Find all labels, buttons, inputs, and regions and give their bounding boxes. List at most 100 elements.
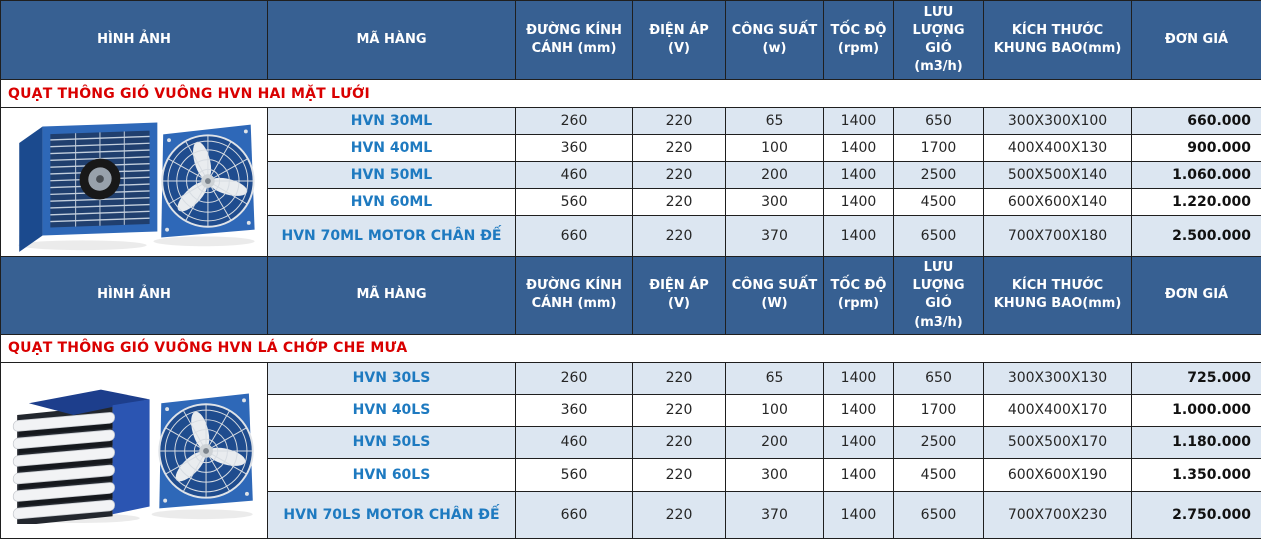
fan-rain-louver-image: [8, 376, 260, 524]
airflow-cell: 650: [894, 108, 984, 135]
header-cell-code: MÃ HÀNG: [268, 1, 516, 80]
power-cell: 100: [726, 394, 824, 426]
speed-cell: 1400: [824, 216, 894, 257]
airflow-cell: 650: [894, 362, 984, 394]
frame-size-cell: 600X600X190: [984, 458, 1132, 491]
product-row: HVN 30ML 260 220 65 1400 650 300X300X100…: [1, 108, 1261, 135]
diameter-cell: 560: [516, 189, 633, 216]
airflow-cell: 1700: [894, 135, 984, 162]
voltage-cell: 220: [633, 162, 726, 189]
product-code-cell: HVN 50ML: [268, 162, 516, 189]
header-cell-diameter: ĐƯỜNG KÍNH CÁNH (mm): [516, 1, 633, 80]
frame-size-cell: 600X600X140: [984, 189, 1132, 216]
voltage-cell: 220: [633, 108, 726, 135]
frame-size-cell: 700X700X180: [984, 216, 1132, 257]
diameter-cell: 460: [516, 426, 633, 458]
header-cell-frame: KÍCH THƯỚC KHUNG BAO(mm): [984, 257, 1132, 335]
section-title-row: QUẠT THÔNG GIÓ VUÔNG HVN HAI MẶT LƯỚI: [1, 80, 1261, 108]
header-cell-price: ĐƠN GIÁ: [1132, 257, 1261, 335]
voltage-cell: 220: [633, 458, 726, 491]
speed-cell: 1400: [824, 426, 894, 458]
header-cell-airflow: LƯU LƯỢNG GIÓ (m3/h): [894, 257, 984, 335]
header-cell-airflow: LƯU LƯỢNG GIÓ (m3/h): [894, 1, 984, 80]
frame-size-cell: 300X300X130: [984, 362, 1132, 394]
price-cell: 1.060.000: [1132, 162, 1261, 189]
airflow-cell: 1700: [894, 394, 984, 426]
airflow-cell: 4500: [894, 458, 984, 491]
header-cell-speed: TỐC ĐỘ (rpm): [824, 1, 894, 80]
section-title: QUẠT THÔNG GIÓ VUÔNG HVN LÁ CHỚP CHE MƯA: [1, 334, 1261, 362]
header-cell-power: CÔNG SUẤT (w): [726, 1, 824, 80]
voltage-cell: 220: [633, 362, 726, 394]
product-code-cell: HVN 70LS MOTOR CHÂN ĐẾ: [268, 491, 516, 538]
price-cell: 1.350.000: [1132, 458, 1261, 491]
frame-size-cell: 500X500X170: [984, 426, 1132, 458]
frame-size-cell: 300X300X100: [984, 108, 1132, 135]
airflow-cell: 2500: [894, 426, 984, 458]
speed-cell: 1400: [824, 162, 894, 189]
price-cell: 1.180.000: [1132, 426, 1261, 458]
voltage-cell: 220: [633, 394, 726, 426]
speed-cell: 1400: [824, 189, 894, 216]
voltage-cell: 220: [633, 426, 726, 458]
header-cell-voltage: ĐIỆN ÁP (V): [633, 257, 726, 335]
speed-cell: 1400: [824, 362, 894, 394]
product-code-cell: HVN 30LS: [268, 362, 516, 394]
header-cell-code: MÃ HÀNG: [268, 257, 516, 335]
table-header-row: HÌNH ẢNH MÃ HÀNG ĐƯỜNG KÍNH CÁNH (mm) ĐI…: [1, 257, 1261, 335]
airflow-cell: 2500: [894, 162, 984, 189]
power-cell: 65: [726, 362, 824, 394]
power-cell: 370: [726, 216, 824, 257]
header-cell-price: ĐƠN GIÁ: [1132, 1, 1261, 80]
header-cell-frame: KÍCH THƯỚC KHUNG BAO(mm): [984, 1, 1132, 80]
header-cell-image: HÌNH ẢNH: [1, 257, 268, 335]
product-code-cell: HVN 30ML: [268, 108, 516, 135]
product-row: HVN 30LS 260 220 65 1400 650 300X300X130…: [1, 362, 1261, 394]
airflow-cell: 6500: [894, 491, 984, 538]
product-code-cell: HVN 70ML MOTOR CHÂN ĐẾ: [268, 216, 516, 257]
product-code-cell: HVN 60LS: [268, 458, 516, 491]
section-title: QUẠT THÔNG GIÓ VUÔNG HVN HAI MẶT LƯỚI: [1, 80, 1261, 108]
airflow-cell: 6500: [894, 216, 984, 257]
product-image-cell: [1, 362, 268, 538]
diameter-cell: 660: [516, 216, 633, 257]
diameter-cell: 460: [516, 162, 633, 189]
speed-cell: 1400: [824, 394, 894, 426]
table-header-row: HÌNH ẢNH MÃ HÀNG ĐƯỜNG KÍNH CÁNH (mm) ĐI…: [1, 1, 1261, 80]
voltage-cell: 220: [633, 491, 726, 538]
diameter-cell: 260: [516, 362, 633, 394]
diameter-cell: 260: [516, 108, 633, 135]
product-code-cell: HVN 60ML: [268, 189, 516, 216]
product-code-cell: HVN 40LS: [268, 394, 516, 426]
power-cell: 300: [726, 189, 824, 216]
price-cell: 1.220.000: [1132, 189, 1261, 216]
price-cell: 660.000: [1132, 108, 1261, 135]
header-cell-image: HÌNH ẢNH: [1, 1, 268, 80]
speed-cell: 1400: [824, 135, 894, 162]
diameter-cell: 360: [516, 135, 633, 162]
frame-size-cell: 500X500X140: [984, 162, 1132, 189]
power-cell: 300: [726, 458, 824, 491]
section-title-row: QUẠT THÔNG GIÓ VUÔNG HVN LÁ CHỚP CHE MƯA: [1, 334, 1261, 362]
power-cell: 370: [726, 491, 824, 538]
power-cell: 100: [726, 135, 824, 162]
power-cell: 200: [726, 162, 824, 189]
header-cell-voltage: ĐIỆN ÁP (V): [633, 1, 726, 80]
product-code-cell: HVN 40ML: [268, 135, 516, 162]
price-cell: 1.000.000: [1132, 394, 1261, 426]
speed-cell: 1400: [824, 491, 894, 538]
frame-size-cell: 400X400X170: [984, 394, 1132, 426]
fan-two-mesh-image: [8, 111, 260, 253]
diameter-cell: 660: [516, 491, 633, 538]
price-cell: 2.750.000: [1132, 491, 1261, 538]
diameter-cell: 560: [516, 458, 633, 491]
voltage-cell: 220: [633, 135, 726, 162]
product-image-cell: [1, 108, 268, 257]
frame-size-cell: 700X700X230: [984, 491, 1132, 538]
price-cell: 725.000: [1132, 362, 1261, 394]
price-cell: 2.500.000: [1132, 216, 1261, 257]
header-cell-diameter: ĐƯỜNG KÍNH CÁNH (mm): [516, 257, 633, 335]
speed-cell: 1400: [824, 108, 894, 135]
